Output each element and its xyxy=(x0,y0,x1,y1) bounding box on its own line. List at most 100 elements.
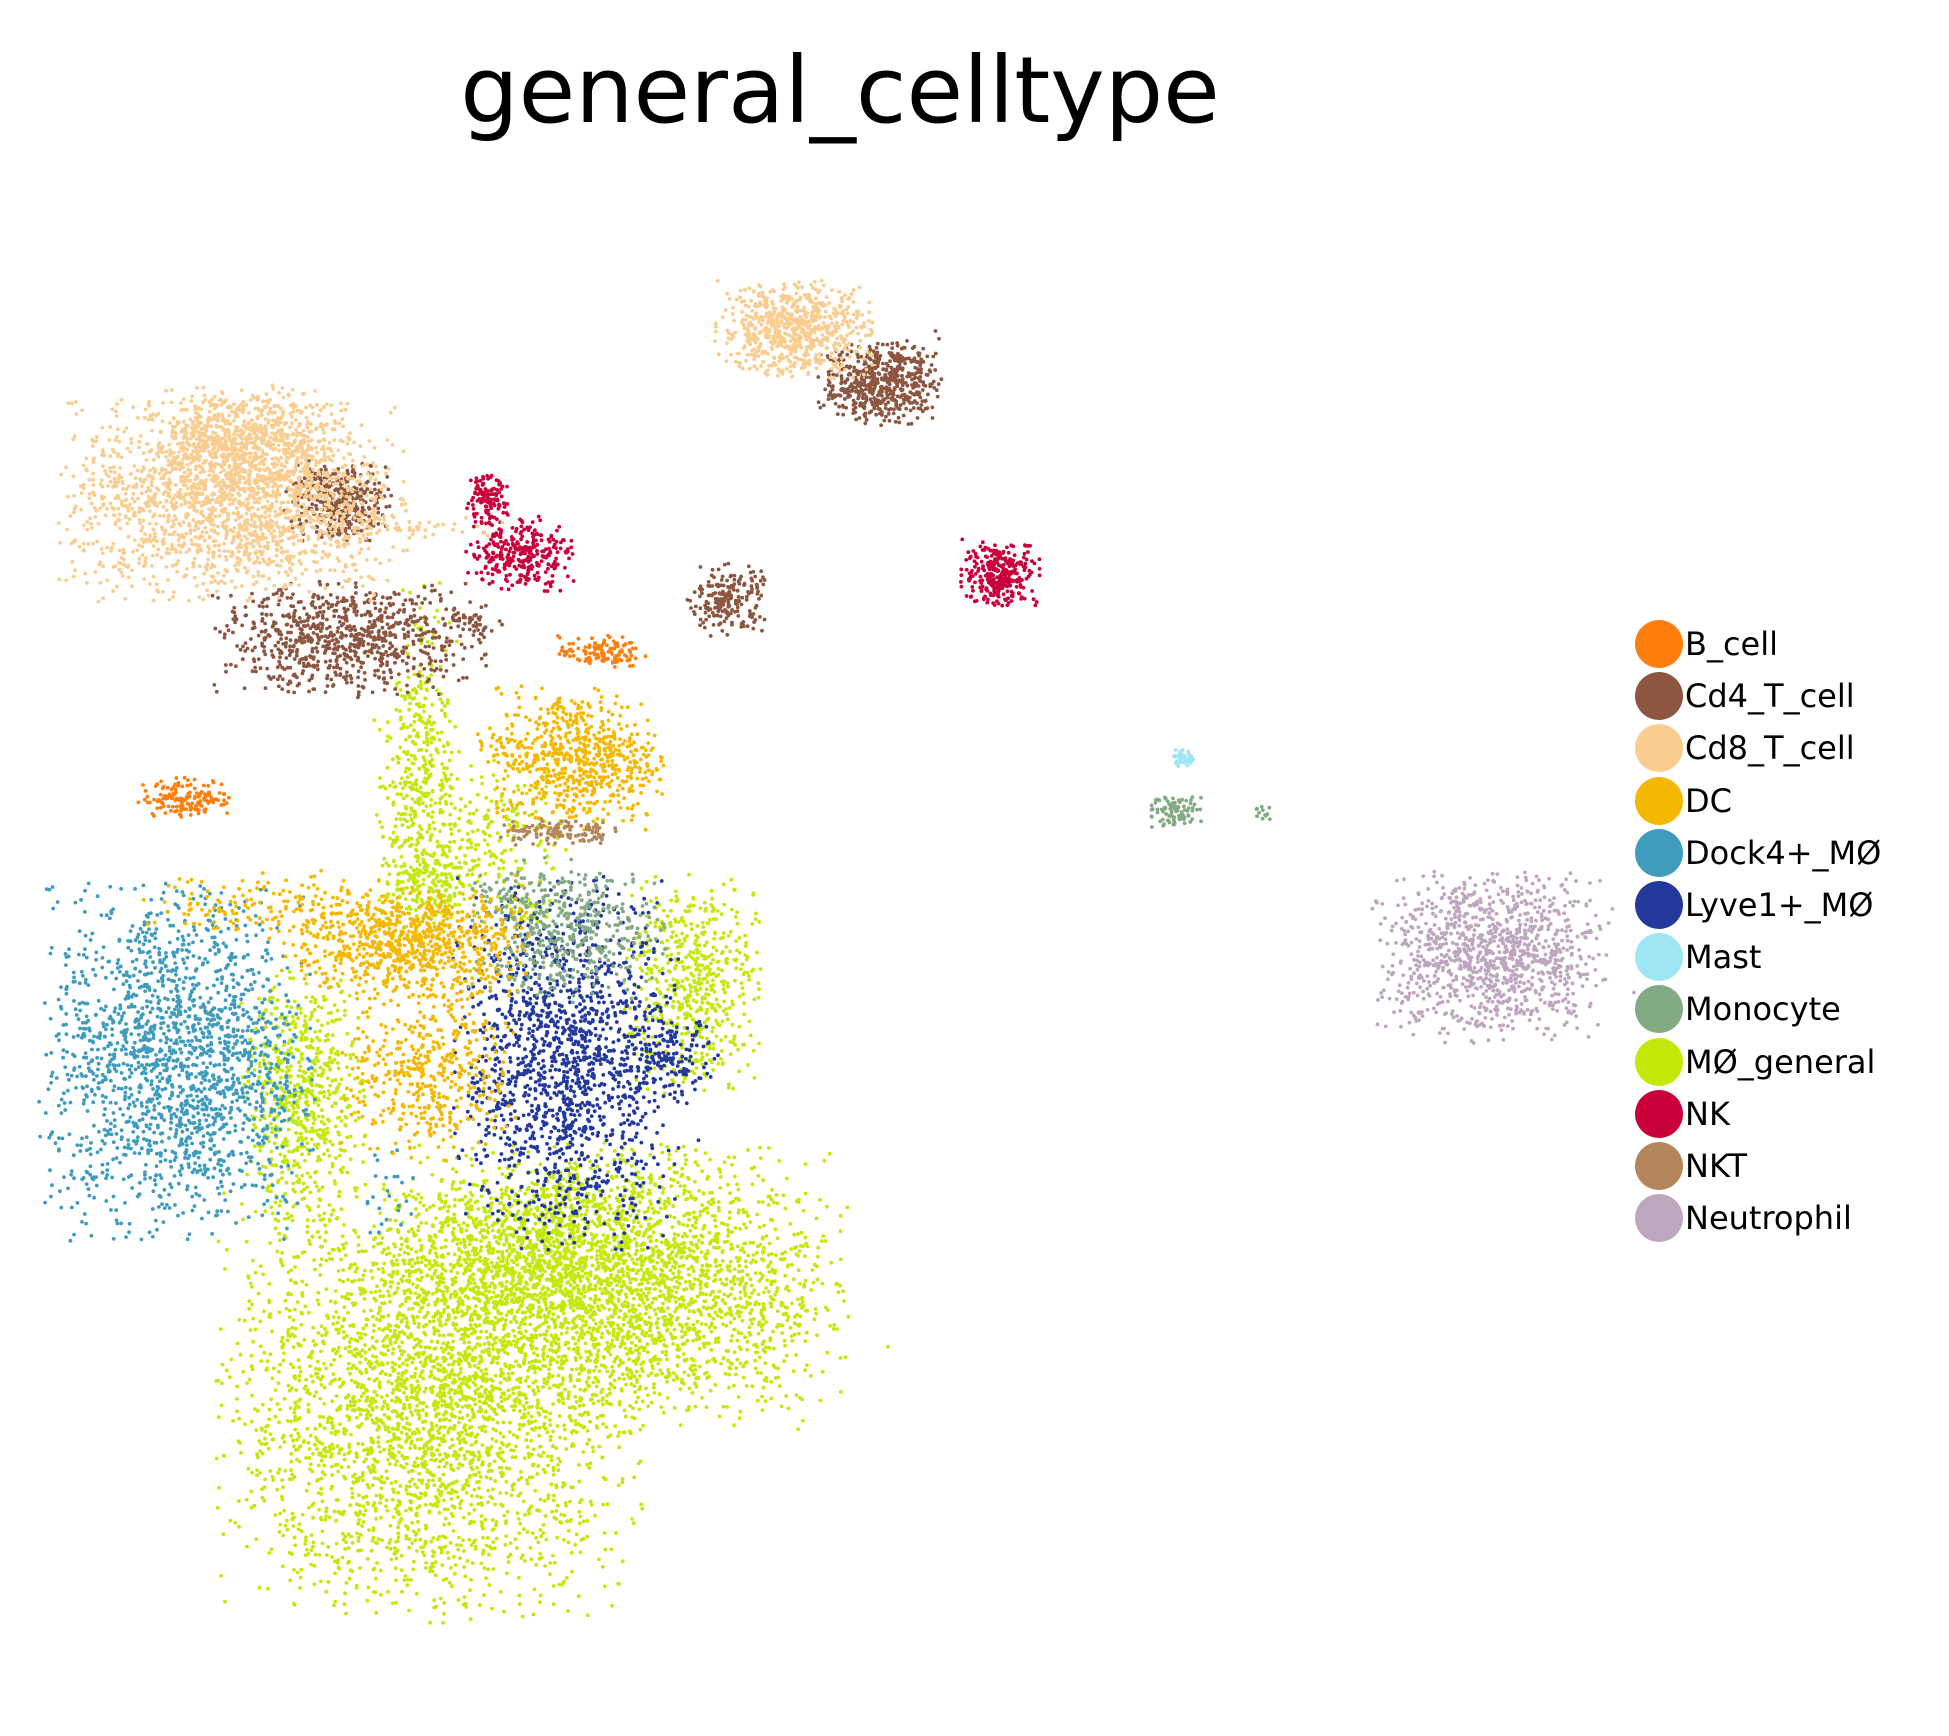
data-point xyxy=(413,1371,417,1376)
data-point xyxy=(393,1409,397,1413)
data-point xyxy=(693,1160,698,1165)
data-point xyxy=(323,1238,327,1243)
data-point xyxy=(214,1456,219,1461)
data-point xyxy=(449,1497,454,1501)
data-point xyxy=(386,1406,390,1411)
data-point xyxy=(560,1382,564,1386)
data-point xyxy=(536,1298,541,1303)
data-point xyxy=(604,1291,608,1296)
data-point xyxy=(371,1262,376,1267)
data-point xyxy=(468,1588,472,1592)
data-point xyxy=(267,1300,272,1305)
data-point xyxy=(676,1180,680,1185)
data-point xyxy=(555,1360,560,1365)
data-point xyxy=(768,1336,773,1340)
data-point xyxy=(461,1515,466,1520)
data-point xyxy=(330,1452,334,1456)
data-point xyxy=(735,1182,739,1187)
data-point xyxy=(293,1326,298,1331)
data-point xyxy=(341,1330,346,1334)
data-point xyxy=(554,1198,558,1202)
data-point xyxy=(518,1401,522,1406)
data-point xyxy=(370,1354,375,1358)
data-point xyxy=(401,1274,406,1278)
data-point xyxy=(578,1500,582,1505)
data-point xyxy=(289,1362,293,1367)
data-point xyxy=(530,1452,534,1457)
data-point xyxy=(571,1347,576,1352)
data-point xyxy=(404,1487,409,1492)
data-point xyxy=(543,1564,547,1568)
data-point xyxy=(419,1491,424,1496)
data-point xyxy=(443,1516,448,1521)
data-point xyxy=(391,1387,396,1392)
data-point xyxy=(591,1311,596,1315)
data-point xyxy=(727,1264,732,1268)
data-point xyxy=(517,1427,522,1431)
data-point xyxy=(442,1498,446,1503)
data-point xyxy=(415,1301,419,1306)
data-point xyxy=(544,1329,549,1333)
data-point xyxy=(659,1240,664,1245)
data-point xyxy=(640,1345,644,1349)
data-point xyxy=(339,1447,344,1451)
data-point xyxy=(693,1363,697,1368)
data-point xyxy=(442,1507,447,1512)
data-point xyxy=(531,1447,536,1452)
data-point xyxy=(405,1363,409,1367)
data-point xyxy=(738,1290,743,1294)
data-point xyxy=(489,1384,494,1388)
data-point xyxy=(418,1360,423,1365)
data-point xyxy=(539,1406,543,1411)
data-point xyxy=(773,1227,778,1232)
data-point xyxy=(371,1420,376,1425)
data-point xyxy=(333,1463,338,1467)
data-point xyxy=(582,1388,587,1393)
data-point xyxy=(800,1418,805,1423)
data-point xyxy=(537,1433,541,1438)
data-point xyxy=(484,1543,489,1548)
data-point xyxy=(340,1295,345,1299)
data-point xyxy=(296,1527,301,1532)
data-point xyxy=(268,1352,273,1357)
data-point xyxy=(306,1402,311,1407)
data-point xyxy=(353,1269,358,1274)
data-point xyxy=(786,1406,791,1411)
data-point xyxy=(373,1236,378,1240)
data-point xyxy=(692,1372,696,1377)
data-point xyxy=(538,1528,543,1532)
data-point xyxy=(305,1426,310,1431)
data-point xyxy=(312,1563,317,1568)
data-point xyxy=(307,1447,312,1451)
data-point xyxy=(556,1355,561,1359)
data-point xyxy=(519,1469,523,1474)
data-point xyxy=(514,1546,519,1550)
data-point xyxy=(773,1292,777,1297)
data-point xyxy=(529,1438,534,1443)
data-point xyxy=(794,1353,798,1357)
data-point xyxy=(220,1381,224,1386)
data-point xyxy=(374,1339,379,1344)
data-point xyxy=(767,1241,772,1246)
data-point xyxy=(588,1358,592,1363)
data-point xyxy=(401,1361,405,1366)
data-point xyxy=(589,1353,593,1357)
data-point xyxy=(585,1519,590,1523)
data-point xyxy=(473,1472,478,1477)
data-point xyxy=(458,1398,462,1403)
data-point xyxy=(343,1294,348,1299)
data-point xyxy=(691,1309,696,1313)
data-point xyxy=(431,1554,435,1559)
data-point xyxy=(319,1517,324,1522)
data-point xyxy=(442,1333,446,1338)
data-point xyxy=(377,1327,382,1331)
data-point xyxy=(545,1354,550,1359)
data-point xyxy=(346,1277,351,1282)
data-point xyxy=(347,1344,352,1349)
data-point xyxy=(501,1442,505,1447)
data-point xyxy=(457,1420,461,1425)
data-point xyxy=(612,1149,617,1153)
data-point xyxy=(600,1331,605,1336)
data-point xyxy=(214,1379,219,1383)
data-point xyxy=(336,1565,341,1570)
